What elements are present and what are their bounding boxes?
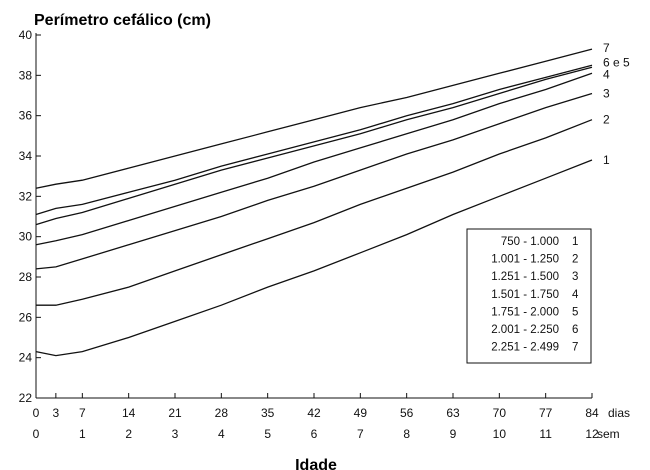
y-tick-label: 30 (19, 230, 33, 244)
legend-range: 1.751 - 2.000 (491, 306, 559, 318)
legend-curve-number: 7 (572, 342, 578, 354)
legend-range: 750 - 1.000 (501, 236, 559, 248)
curve-end-label-7: 7 (603, 41, 610, 55)
legend-curve-number: 4 (572, 289, 579, 301)
y-tick-label: 26 (19, 310, 33, 324)
x-tick-label-weeks: 12 (585, 427, 599, 441)
x-tick-label-days: 56 (400, 406, 414, 420)
chart-title: Perímetro cefálico (cm) (34, 12, 211, 29)
y-tick-label: 32 (19, 189, 33, 203)
legend-range: 1.001 - 1.250 (491, 254, 559, 266)
y-tick-label: 40 (19, 28, 33, 42)
x-tick-label-weeks: 3 (172, 427, 179, 441)
x-tick-label-weeks: 10 (493, 427, 507, 441)
legend-curve-number: 6 (572, 324, 578, 336)
x-unit-weeks: sem (597, 427, 620, 441)
x-tick-label-days: 49 (354, 406, 368, 420)
x-tick-label-days: 70 (493, 406, 507, 420)
legend-curve-number: 2 (572, 254, 578, 266)
curve-5 (35, 66, 593, 226)
legend-range: 1.251 - 1.500 (491, 271, 559, 283)
curve-7 (35, 48, 593, 189)
legend-curve-number: 3 (572, 271, 578, 283)
x-tick-label-weeks: 2 (125, 427, 132, 441)
curve-6 (35, 64, 593, 216)
y-tick-label: 34 (19, 149, 33, 163)
x-tick-label-weeks: 6 (311, 427, 318, 441)
y-tick-label: 28 (19, 270, 33, 284)
legend: 750 - 1.000 1 1.001 - 1.250 2 1.251 - 1.500 3… (466, 228, 592, 364)
x-tick-label-days: 7 (79, 406, 86, 420)
x-tick-label-days: 63 (446, 406, 460, 420)
x-tick-label-weeks: 11 (539, 427, 552, 441)
curve-end-label-3: 3 (603, 86, 610, 100)
y-tick-label: 36 (19, 109, 33, 123)
y-tick-label: 24 (19, 351, 33, 365)
x-tick-label-weeks: 0 (33, 427, 40, 441)
legend-range: 2.001 - 2.250 (491, 324, 559, 336)
x-tick-label-days: 35 (261, 406, 275, 420)
x-tick-label-days: 77 (539, 406, 553, 420)
curve-3 (35, 92, 593, 270)
curve-2 (36, 119, 593, 306)
x-tick-label-days: 28 (215, 406, 229, 420)
curve-end-label-2: 2 (603, 113, 610, 127)
legend-range: 1.501 - 1.750 (491, 289, 559, 301)
x-tick-label-weeks: 1 (79, 427, 86, 441)
curve-end-labels: 1 2 3 46 e 57 (603, 41, 630, 167)
x-tick-label-days: 14 (122, 406, 136, 420)
x-tick-label-weeks: 8 (403, 427, 410, 441)
x-unit-days: dias (608, 406, 630, 420)
curve-4 (35, 72, 593, 246)
x-tick-label-weeks: 4 (218, 427, 225, 441)
x-tick-label-days: 0 (33, 406, 40, 420)
legend-curve-number: 5 (572, 306, 578, 318)
x-tick-label-days: 84 (585, 406, 599, 420)
curve-end-label-5: 6 e 5 (603, 55, 630, 69)
x-tick-label-weeks: 5 (264, 427, 271, 441)
curve-1 (35, 159, 593, 357)
legend-range: 2.251 - 2.499 (491, 342, 559, 354)
x-tick-label-weeks: 9 (450, 427, 457, 441)
x-tick-label-days: 42 (307, 406, 321, 420)
x-tick-label-days: 3 (53, 406, 60, 420)
x-axis-label: Idade (295, 457, 337, 470)
curve-end-label-4: 4 (603, 67, 610, 81)
y-tick-label: 22 (19, 391, 33, 405)
legend-curve-number: 1 (572, 236, 578, 248)
y-tick-label: 38 (19, 68, 33, 82)
growth-curves (35, 48, 593, 357)
x-tick-label-weeks: 7 (357, 427, 364, 441)
legend-box (466, 228, 592, 364)
x-tick-label-days: 21 (168, 406, 182, 420)
curve-end-label-1: 1 (603, 153, 610, 167)
